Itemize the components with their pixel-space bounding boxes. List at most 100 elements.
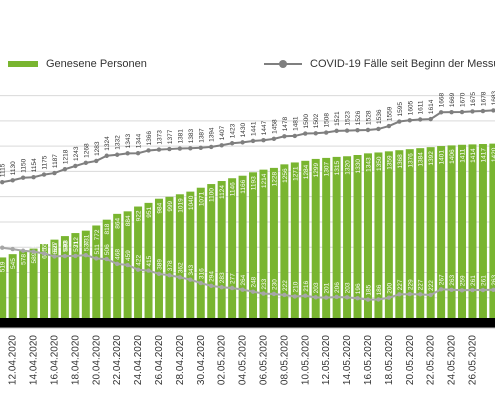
active-label-34: 196 xyxy=(355,283,362,294)
legend-label-cumulative: COVID-19 Fälle seit Beginn der Messung xyxy=(310,58,495,70)
bar-label-36: 1350 xyxy=(376,156,383,171)
bar-label-22: 1146 xyxy=(230,182,237,196)
bar-recovered-45 xyxy=(468,144,477,323)
bar-label-5: 660 xyxy=(52,243,59,254)
cumulative-label-22: 1423 xyxy=(230,123,237,138)
x-tick-label-3: 18.04.2020 xyxy=(70,335,81,385)
bar-recovered-38 xyxy=(395,150,404,323)
cumulative-label-47: 1683 xyxy=(491,91,495,106)
bar-recovered-13 xyxy=(134,206,143,323)
cumulative-point-8 xyxy=(83,160,89,166)
bar-label-30: 1299 xyxy=(313,163,320,178)
bar-recovered-39 xyxy=(405,149,414,323)
cumulative-point-13 xyxy=(135,151,141,156)
cumulative-label-17: 1381 xyxy=(177,129,184,144)
bar-label-24: 1193 xyxy=(251,176,258,190)
active-point-38 xyxy=(397,292,402,297)
active-label-14: 415 xyxy=(146,255,153,266)
cumulative-point-42 xyxy=(438,110,444,115)
x-tick-label-21: 24.05.2020 xyxy=(447,335,458,385)
cumulative-label-29: 1500 xyxy=(303,114,310,129)
bar-label-16: 999 xyxy=(167,200,174,211)
active-label-2: 572 xyxy=(21,236,28,247)
active-label-12: 459 xyxy=(125,250,132,261)
active-label-10: 506 xyxy=(104,244,111,255)
bar-recovered-18 xyxy=(186,191,195,323)
cumulative-point-39 xyxy=(407,118,412,123)
bar-recovered-28 xyxy=(290,162,299,323)
active-point-25 xyxy=(261,291,266,296)
bar-recovered-46 xyxy=(478,144,487,323)
bar-recovered-26 xyxy=(269,167,278,323)
active-label-0: 596 xyxy=(0,232,7,243)
cumulative-point-17 xyxy=(177,146,183,151)
active-label-6: 530 xyxy=(62,241,69,252)
x-tick-label-10: 02.05.2020 xyxy=(217,335,228,385)
x-tick-label-12: 06.05.2020 xyxy=(258,335,269,385)
cumulative-label-30: 1502 xyxy=(313,113,320,128)
active-label-29: 216 xyxy=(303,280,310,291)
cumulative-label-25: 1447 xyxy=(261,120,268,135)
cumulative-label-33: 1523 xyxy=(345,111,352,126)
cumulative-label-46: 1678 xyxy=(480,91,487,106)
active-label-40: 227 xyxy=(418,279,425,290)
active-label-45: 261 xyxy=(470,275,477,286)
active-point-23 xyxy=(240,287,245,292)
active-point-20 xyxy=(209,283,214,289)
cumulative-point-18 xyxy=(188,146,193,151)
active-point-47 xyxy=(491,287,495,292)
legend-item-recovered: Genesene Personen xyxy=(8,58,147,70)
cumulative-point-29 xyxy=(303,131,308,136)
cumulative-label-11: 1332 xyxy=(115,135,122,150)
bar-label-29: 1284 xyxy=(303,164,310,179)
bar-recovered-33 xyxy=(343,156,352,323)
active-label-43: 263 xyxy=(449,275,456,286)
cumulative-point-25 xyxy=(261,138,266,143)
active-point-5 xyxy=(52,254,57,259)
active-point-2 xyxy=(20,248,26,253)
active-label-32: 206 xyxy=(334,282,341,293)
x-tick-label-22: 26.05.2020 xyxy=(467,335,478,385)
active-label-13: 422 xyxy=(136,254,143,265)
bar-recovered-19 xyxy=(196,187,205,323)
cumulative-point-22 xyxy=(229,141,235,146)
active-point-29 xyxy=(303,293,308,298)
bar-label-7: 712 xyxy=(73,237,80,248)
bar-recovered-44 xyxy=(458,144,467,323)
active-point-3 xyxy=(31,249,36,254)
legend-swatch-line xyxy=(264,60,302,68)
cumulative-label-39: 1605 xyxy=(407,100,414,115)
active-label-41: 222 xyxy=(428,280,435,291)
x-tick-label-0: 12.04.2020 xyxy=(8,335,19,385)
active-label-22: 277 xyxy=(230,273,237,284)
x-tick-label-7: 26.04.2020 xyxy=(154,335,165,385)
bar-label-41: 1392 xyxy=(428,151,435,166)
cumulative-label-18: 1383 xyxy=(188,128,195,143)
cumulative-label-7: 1243 xyxy=(73,146,80,161)
cumulative-label-10: 1324 xyxy=(104,136,111,151)
active-point-14 xyxy=(146,268,151,273)
bar-recovered-3 xyxy=(29,248,38,323)
active-point-44 xyxy=(459,288,465,293)
cumulative-label-4: 1175 xyxy=(42,155,49,169)
active-label-18: 343 xyxy=(188,264,195,275)
bar-label-37: 1359 xyxy=(386,155,393,170)
bar-label-25: 1214 xyxy=(261,173,268,188)
bar-recovered-16 xyxy=(165,196,174,323)
active-point-8 xyxy=(83,252,89,258)
bar-label-32: 1315 xyxy=(334,161,341,176)
cumulative-point-38 xyxy=(397,119,402,124)
x-tick-label-19: 20.05.2020 xyxy=(405,335,416,385)
active-point-11 xyxy=(114,261,120,267)
active-point-1 xyxy=(10,246,15,252)
bar-recovered-29 xyxy=(301,160,310,323)
active-point-0 xyxy=(0,245,5,250)
legend-label-recovered: Genesene Personen xyxy=(46,58,147,70)
bar-recovered-21 xyxy=(217,181,226,323)
x-tick-label-13: 08.05.2020 xyxy=(279,335,290,385)
cumulative-point-41 xyxy=(428,116,433,122)
active-label-30: 203 xyxy=(313,282,320,293)
cumulative-label-24: 1441 xyxy=(251,121,258,136)
cumulative-point-12 xyxy=(125,151,130,156)
